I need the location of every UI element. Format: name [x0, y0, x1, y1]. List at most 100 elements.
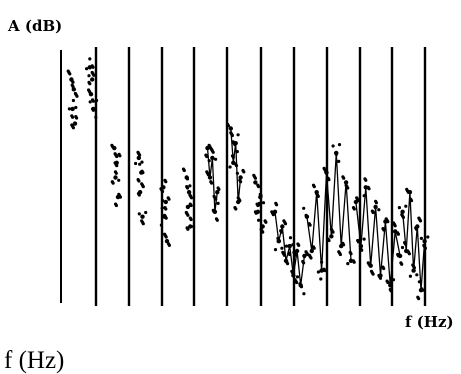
data-point-scatter — [117, 178, 121, 182]
data-point-scatter — [386, 220, 390, 224]
data-point-scatter — [144, 210, 148, 215]
data-point-scatter — [323, 269, 327, 273]
data-point-scatter — [286, 262, 290, 266]
data-point-scatter — [312, 185, 316, 189]
data-point-scatter — [141, 185, 145, 189]
data-point — [136, 155, 141, 161]
data-point-scatter — [236, 133, 240, 137]
data-point-scatter — [302, 292, 306, 296]
data-point-scatter — [338, 252, 342, 257]
series-2 — [85, 57, 99, 119]
data-point-scatter — [111, 181, 115, 185]
data-point-scatter — [371, 272, 375, 276]
data-point-scatter — [115, 154, 119, 159]
series-9 — [252, 173, 268, 234]
data-point-scatter — [88, 57, 92, 61]
data-point-scatter — [114, 203, 118, 208]
data-point — [185, 204, 191, 210]
data-point-scatter — [397, 206, 401, 210]
data-point-scatter — [217, 187, 221, 191]
data-point-scatter — [242, 170, 246, 174]
data-point-scatter — [91, 99, 95, 103]
data-point-scatter — [302, 206, 306, 210]
series-line — [274, 211, 306, 286]
data-point-scatter — [75, 94, 79, 98]
data-point-scatter — [331, 144, 335, 148]
data-point-scatter — [71, 80, 75, 84]
data-point-scatter — [360, 248, 364, 252]
data-point-scatter — [160, 206, 164, 210]
data-point-scatter — [421, 288, 425, 292]
data-point-scatter — [342, 243, 346, 247]
y-axis-label: A (dB) — [7, 17, 62, 35]
series-10 — [270, 201, 310, 296]
data-point-scatter — [189, 217, 193, 222]
data-point-scatter — [75, 116, 79, 120]
data-point-scatter — [396, 232, 400, 236]
data-point-scatter — [141, 222, 145, 226]
data-point-scatter — [87, 74, 91, 78]
data-point-scatter — [337, 143, 342, 147]
data-point-scatter — [417, 297, 421, 301]
data-point — [186, 190, 192, 195]
data-point-scatter — [138, 162, 142, 166]
data-point-scatter — [256, 203, 260, 208]
data-point-scatter — [137, 179, 141, 183]
data-point-scatter — [67, 107, 71, 111]
data-point-scatter — [164, 207, 168, 211]
data-point-scatter — [189, 196, 194, 200]
data-point-scatter — [95, 98, 99, 103]
data-point-scatter — [226, 124, 230, 128]
data-point-scatter — [280, 246, 284, 250]
data-point — [113, 175, 118, 180]
series-13 — [397, 187, 430, 301]
data-point-scatter — [88, 91, 92, 95]
data-point — [140, 214, 145, 219]
data-point — [71, 87, 77, 92]
series-line — [230, 128, 242, 203]
data-point-scatter — [185, 186, 190, 190]
data-point-scatter — [374, 201, 378, 205]
data-point-scatter — [393, 224, 397, 228]
data-point-scatter — [291, 243, 295, 247]
data-point-scatter — [182, 168, 186, 173]
data-point-scatter — [92, 73, 96, 77]
data-point-scatter — [261, 230, 265, 234]
data-point-scatter — [377, 208, 381, 212]
data-point-scatter — [114, 171, 118, 175]
data-point-scatter — [91, 65, 95, 69]
data-point-scatter — [71, 126, 75, 130]
series-line — [306, 152, 352, 271]
series-8 — [226, 122, 246, 211]
data-point-scatter — [297, 243, 301, 247]
data-point-scatter — [71, 84, 75, 89]
vertical-gridlines — [94, 47, 427, 306]
data-point — [260, 224, 265, 229]
data-point-scatter — [71, 98, 75, 103]
data-point-scatter — [386, 280, 390, 285]
data-point-scatter — [264, 220, 268, 224]
data-point-scatter — [356, 199, 360, 203]
data-point-scatter — [188, 184, 192, 188]
data-point-scatter — [367, 187, 371, 191]
data-point-scatter — [134, 161, 138, 166]
series-line — [206, 148, 218, 212]
data-point-scatter — [259, 194, 263, 198]
data-point-scatter — [234, 207, 238, 211]
data-point-scatter — [378, 276, 383, 280]
data-point-scatter — [382, 266, 386, 271]
data-point-scatter — [316, 270, 320, 274]
data-point-scatter — [327, 238, 331, 243]
data-point-scatter — [418, 219, 423, 223]
data-point-scatter — [419, 236, 423, 240]
data-point-scatter — [308, 223, 312, 227]
series-line — [401, 192, 426, 291]
data-point — [163, 199, 168, 205]
data-point-scatter — [362, 237, 366, 241]
data-point-scatter — [215, 218, 219, 222]
data-point-scatter — [352, 260, 356, 264]
series-6 — [181, 167, 196, 231]
data-point-scatter — [140, 160, 144, 164]
data-point-scatter — [426, 235, 430, 239]
